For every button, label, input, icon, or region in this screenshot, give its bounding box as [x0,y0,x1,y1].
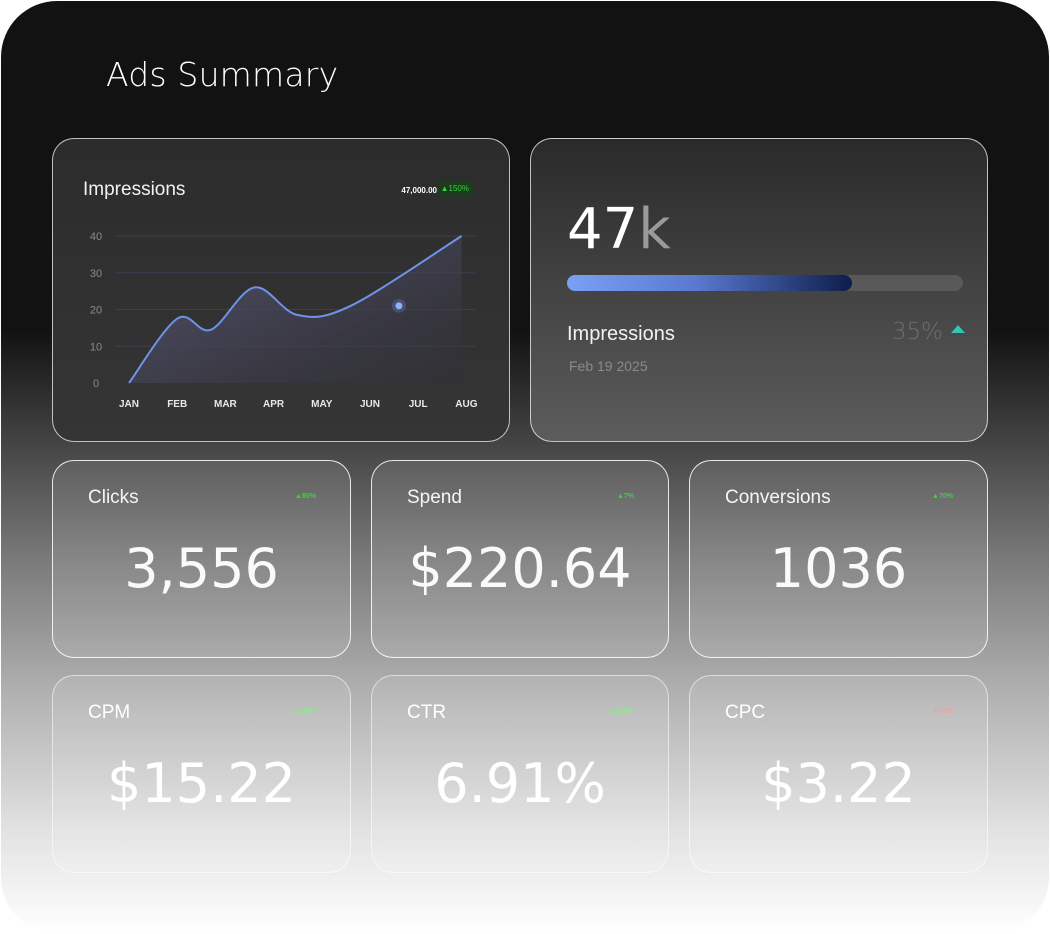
chart-title: Impressions [83,179,186,200]
metric-card-clicks[interactable]: Clicks ▲60% 3,556 [52,460,351,658]
metric-change: ▲110% [291,708,316,715]
chart-change-badge: ▲150% [436,180,473,197]
metric-value: 3,556 [124,537,279,600]
metric-change: ▲60% [295,493,316,500]
metric-value: $220.64 [408,537,632,600]
y-tick-label: 40 [90,231,102,243]
arrow-up-icon [951,325,965,333]
impressions-big-number: 47k [567,197,671,262]
x-tick-label: JUL [409,399,428,410]
x-tick-label: JAN [119,399,139,410]
metric-card-spend[interactable]: Spend ▲7% $220.64 [371,460,669,658]
metric-value: $3.22 [761,752,916,815]
impressions-area [129,236,462,383]
x-tick-label: FEB [167,399,187,410]
y-tick-label: 10 [90,341,102,353]
y-tick-label: 0 [93,378,99,390]
big-number-value: 47 [567,197,639,262]
impressions-chart-card: Impressions 47,000.00 ▲150% 0 10 20 30 40 JAN… [52,138,510,442]
y-tick-label: 30 [90,268,102,280]
metric-label: CTR [407,702,447,723]
x-tick-label: AUG [455,399,477,410]
big-number-suffix: k [638,197,671,262]
metric-change: ▲7% [616,493,634,500]
metric-label: Conversions [725,487,831,508]
impressions-progress-bar [567,275,963,291]
x-tick-label: MAY [311,399,333,410]
y-tick-label: 20 [90,305,102,317]
metric-change: ▲70% [932,493,953,500]
metric-label: CPC [725,702,766,723]
page-title: Ads Summary [106,55,339,94]
metric-value: 6.91% [434,752,606,815]
progress-bar-fill [567,275,853,291]
metric-change: ▼10% [932,708,953,715]
metric-label: Spend [407,487,462,508]
progress-percent: 35% [891,319,943,345]
metric-card-ctr[interactable]: CTR ▲28.0% 6.91% [371,675,669,873]
progress-date: Feb 19 2025 [569,358,648,374]
metric-card-conversions[interactable]: Conversions ▲70% 1036 [689,460,988,658]
progress-label: Impressions [567,323,675,345]
metric-card-cpm[interactable]: CPM ▲110% $15.22 [52,675,351,873]
metric-value: $15.22 [107,752,296,815]
x-tick-label: MAR [214,399,238,410]
metric-label: CPM [88,702,131,723]
metric-value: 1036 [769,537,908,600]
x-tick-label: JUN [360,399,380,410]
impressions-progress-card: 47k Impressions Feb 19 2025 35% [530,138,988,442]
metric-card-cpc[interactable]: CPC ▼10% $3.22 [689,675,988,873]
impressions-line [128,235,463,384]
impressions-area-chart: 0 10 20 30 40 JAN FEB MAR APR MAY JUN JUL AUG [90,231,478,410]
highlight-point [395,302,403,310]
x-tick-label: APR [263,399,285,410]
metric-change: ▲28.0% [607,708,634,715]
chart-total-value: 47,000.00 [401,186,437,195]
metric-label: Clicks [88,487,139,508]
